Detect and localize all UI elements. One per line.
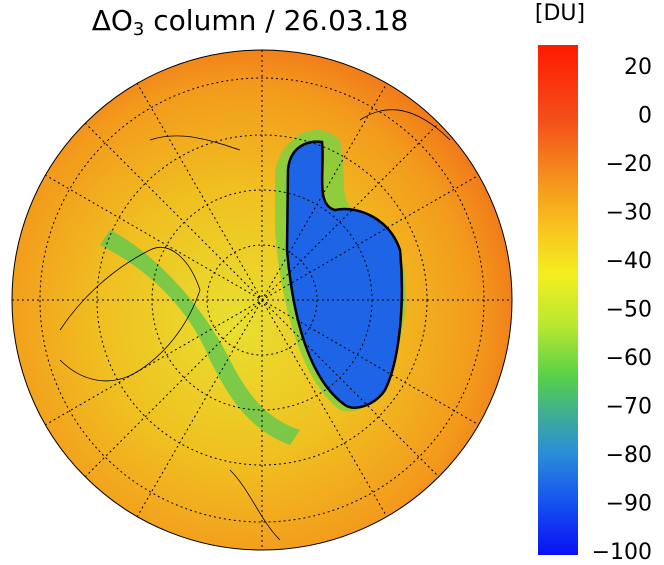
colorbar-tick-label: 20 [624, 55, 652, 80]
title-subscript: 3 [133, 19, 144, 40]
colorbar-tick-label: 0 [638, 104, 652, 129]
graticule [12, 50, 512, 550]
colorbar-tick-label: −70 [606, 395, 652, 420]
colorbar-tick-label: −30 [606, 201, 652, 226]
colorbar-unit: [DU] [535, 1, 585, 26]
title: ΔO3 column / 26.03.18 [92, 4, 409, 40]
colorbar-tick-label: −50 [606, 298, 652, 323]
ozone-hole [285, 140, 404, 409]
colorbar-tick-label: −60 [606, 346, 652, 371]
green-band [100, 230, 300, 445]
title-prefix: ΔO [92, 4, 133, 37]
colorbar-tick-label: −100 [592, 540, 652, 565]
colorbar-tick-label: −20 [606, 152, 652, 177]
title-suffix: column / 26.03.18 [144, 4, 408, 37]
colorbar-tick-label: −40 [606, 249, 652, 274]
map [12, 50, 512, 550]
colorbar-ticks: 20 0 −20 −30 −40 −50 −60 −70 −80 −90 −100 [592, 55, 652, 565]
colorbar-tick-label: −80 [606, 443, 652, 468]
map-border [11, 49, 513, 551]
colorbar [538, 45, 578, 555]
colorbar-tick-label: −90 [606, 492, 652, 517]
coastlines [59, 109, 451, 541]
